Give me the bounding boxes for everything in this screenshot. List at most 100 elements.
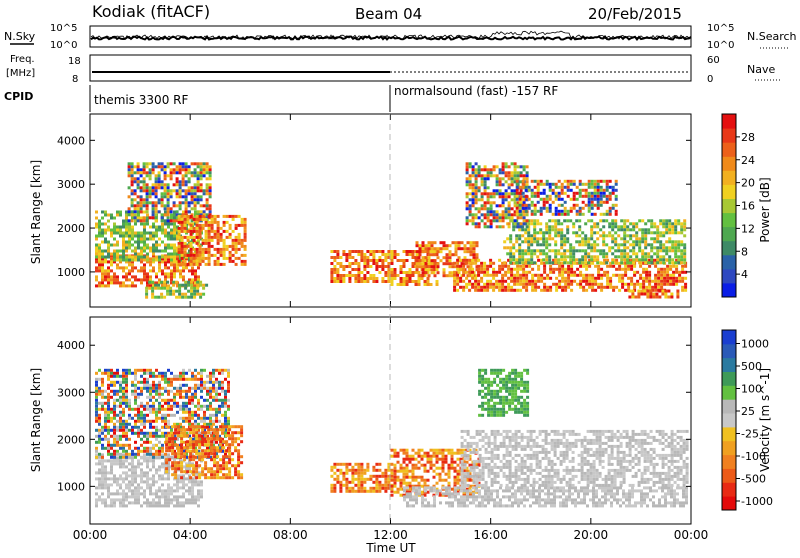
heatmap-cell [683,219,686,222]
heatmap-cell [391,262,394,265]
heatmap-cell [185,198,188,201]
heatmap-cell [171,443,174,446]
heatmap-cell [584,237,587,240]
heatmap-cell [579,180,582,183]
heatmap-cell [223,224,226,227]
heatmap-cell [481,168,484,171]
heatmap-cell [507,289,510,292]
heatmap-cell [517,165,520,168]
heatmap-cell [522,283,525,286]
heatmap-cell [588,265,591,268]
heatmap-cell [472,165,475,168]
heatmap-cell [158,453,161,456]
heatmap-cell [351,262,354,265]
heatmap-cell [143,229,146,232]
heatmap-cell [128,232,131,235]
heatmap-cell [505,180,508,183]
heatmap-cell [508,216,511,219]
heatmap-cell [197,483,200,486]
heatmap-cell [134,441,137,444]
heatmap-cell [522,204,525,207]
heatmap-cell [122,498,125,501]
heatmap-cell [125,492,128,495]
heatmap-cell [585,280,588,283]
heatmap-cell [484,201,487,204]
heatmap-cell [621,286,624,289]
heatmap-cell [489,274,492,277]
heatmap-cell [459,265,462,268]
heatmap-cell [474,289,477,292]
heatmap-cell [683,243,686,246]
heatmap-cell [638,219,641,222]
heatmap-cell [609,286,612,289]
heatmap-cell [357,250,360,253]
heatmap-cell [184,218,187,221]
heatmap-cell [537,274,540,277]
heatmap-cell [428,241,431,244]
heatmap-cell [508,213,511,216]
heatmap-cell [143,238,146,241]
heatmap-cell [128,414,131,417]
heatmap-cell [107,247,110,250]
heatmap-cell [363,268,366,271]
heatmap-cell [215,390,218,393]
heatmap-cell [209,393,212,396]
heatmap-cell [125,259,128,262]
heatmap-cell [593,231,596,234]
heatmap-cell [143,278,146,281]
heatmap-cell [522,280,525,283]
heatmap-cell [167,192,170,195]
heatmap-cell [549,277,552,280]
heatmap-cell [122,492,125,495]
heatmap-cell [560,240,563,243]
heatmap-cell [629,255,632,258]
heatmap-cell [567,274,570,277]
heatmap-cell [471,268,474,271]
heatmap-cell [95,501,98,504]
heatmap-cell [486,283,489,286]
heatmap-cell [197,174,200,177]
heatmap-cell [480,271,483,274]
heatmap-cell [508,183,511,186]
heatmap-cell [128,238,131,241]
heatmap-cell [188,189,191,192]
heatmap-cell [184,260,187,263]
heatmap-cell [170,381,173,384]
heatmap-cell [199,260,202,263]
heatmap-cell [140,444,143,447]
heatmap-cell [644,237,647,240]
heatmap-cell [215,417,218,420]
heatmap-cell [203,411,206,414]
heatmap-cell [179,207,182,210]
heatmap-cell [660,268,663,271]
heatmap-cell [507,271,510,274]
heatmap-cell [555,192,558,195]
heatmap-cell [391,253,394,256]
heatmap-cell [95,381,98,384]
heatmap-cell [177,452,180,455]
y-tick-label: 1000 [57,266,85,279]
heatmap-cell [181,230,184,233]
heatmap-cell [191,492,194,495]
heatmap-cell [95,462,98,465]
heatmap-cell [516,280,519,283]
heatmap-cell [631,293,634,296]
heatmap-cell [161,223,164,226]
heatmap-cell [137,183,140,186]
heatmap-cell [624,274,627,277]
heatmap-cell [158,372,161,375]
heatmap-cell [680,225,683,228]
heatmap-cell [152,201,155,204]
heatmap-cell [208,236,211,239]
heatmap-cell [549,186,552,189]
heatmap-cell [487,168,490,171]
heatmap-cell [131,474,134,477]
heatmap-cell [492,274,495,277]
heatmap-cell [206,408,209,411]
heatmap-cell [158,435,161,438]
heatmap-cell [646,293,649,296]
heatmap-cell [505,210,508,213]
heatmap-cell [372,250,375,253]
heatmap-cell [476,244,479,247]
heatmap-cell [161,183,164,186]
